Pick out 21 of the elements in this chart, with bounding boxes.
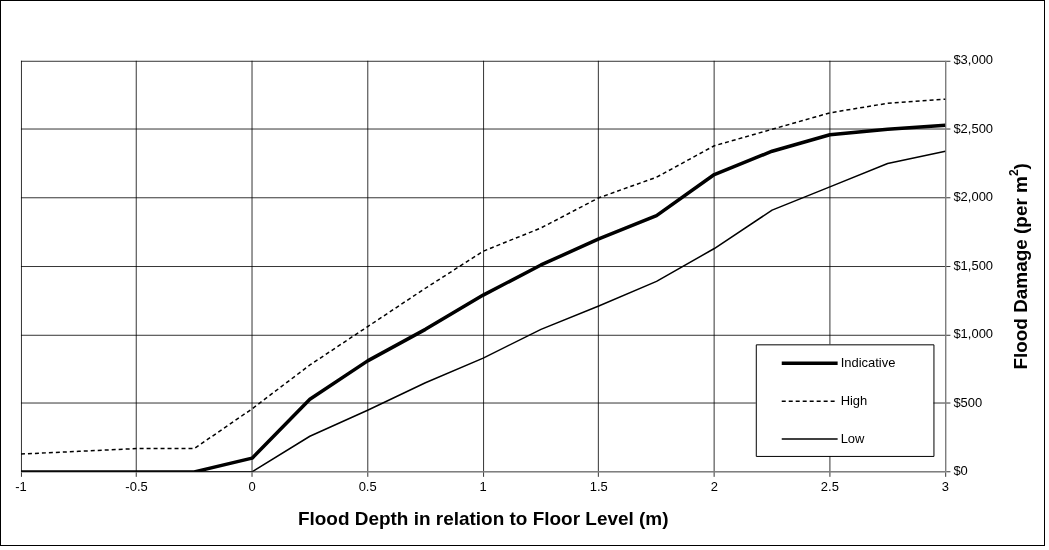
- x-tick-label: 0.5: [358, 479, 377, 495]
- x-tick-label: -1: [15, 479, 27, 495]
- y-tick-label: $0: [953, 463, 968, 479]
- x-tick-label: 3: [941, 479, 950, 495]
- x-tick-label: -0.5: [125, 479, 148, 495]
- y-tick-label: $3,000: [953, 52, 994, 68]
- x-tick-label: 2.5: [820, 479, 839, 495]
- legend-label: Indicative: [840, 354, 896, 370]
- y-tick-label: $1,500: [953, 257, 994, 273]
- y-tick-label: $2,500: [953, 120, 994, 136]
- y-tick-label: $1,000: [953, 326, 994, 342]
- legend-label: Low: [840, 430, 866, 446]
- y-tick-label: $500: [953, 394, 983, 410]
- y-tick-label: $2,000: [953, 189, 994, 205]
- x-tick-label: 0: [248, 479, 256, 495]
- x-tick-label: 1.5: [589, 479, 608, 495]
- legend-label: High: [840, 392, 868, 408]
- y-axis-title: Flood Damage (per m2): [1007, 163, 1032, 370]
- x-axis-title: Flood Depth in relation to Floor Level (m): [297, 507, 669, 529]
- x-tick-label: 2: [710, 479, 718, 495]
- x-tick-label: 1: [479, 479, 487, 495]
